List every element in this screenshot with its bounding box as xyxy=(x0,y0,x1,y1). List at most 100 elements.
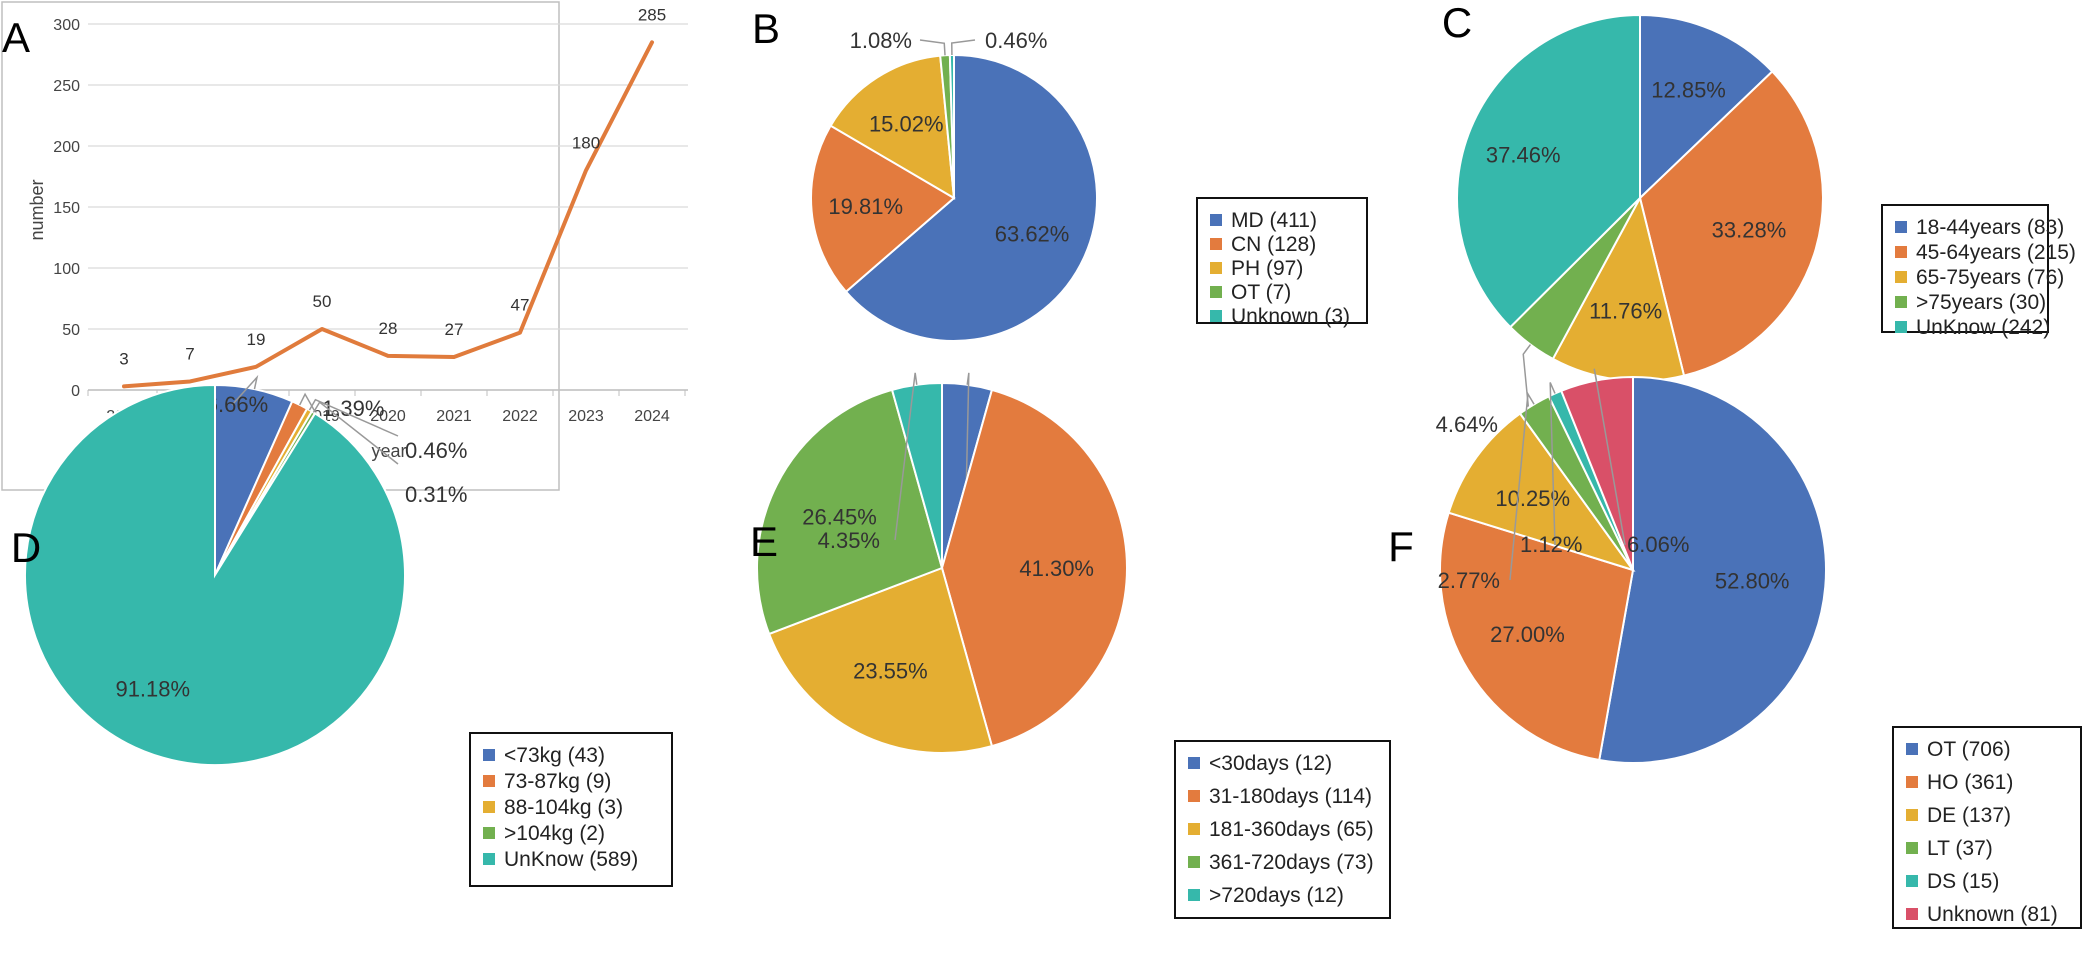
legend-swatch xyxy=(1188,790,1200,802)
legend-entry: PH (97) xyxy=(1231,257,1303,280)
legend-swatch xyxy=(483,827,495,839)
legend-entry: >720days (12) xyxy=(1209,884,1344,907)
x-tick-label: 2024 xyxy=(634,408,670,425)
y-tick-label: 300 xyxy=(53,17,80,34)
legend-b: MD (411)CN (128)PH (97)OT (7)Unknown (3) xyxy=(1196,197,1368,328)
legend-swatch xyxy=(1210,310,1222,322)
legend-entry: OT (706) xyxy=(1927,738,2011,761)
slice-percent-label: 33.28% xyxy=(1712,218,1787,243)
legend-entry: 181-360days (65) xyxy=(1209,818,1374,841)
legend-box xyxy=(1196,197,1368,324)
legend-d: <73kg (43) 73-87kg (9) 88-104kg (3) >104kg … xyxy=(469,732,673,887)
series-line xyxy=(122,40,654,389)
legend-entry: 361-720days (73) xyxy=(1209,851,1374,874)
legend-entry: 18-44years (83) xyxy=(1916,216,2064,239)
legend-entry: DS (15) xyxy=(1927,870,1999,893)
leader-line xyxy=(919,39,946,56)
data-label: 27 xyxy=(445,320,464,339)
x-tick-label: 2023 xyxy=(568,408,604,425)
y-tick-label: 0 xyxy=(71,383,80,400)
legend-entry: 88-104kg (3) xyxy=(504,796,623,819)
x-axis-title: year xyxy=(371,441,406,461)
y-tick-label: 150 xyxy=(53,200,80,217)
legend-swatch xyxy=(1906,875,1918,887)
pie-slice xyxy=(1639,13,1774,201)
pie-slice xyxy=(810,124,956,294)
data-label: 47 xyxy=(511,296,530,315)
y-tick-label: 200 xyxy=(53,139,80,156)
legend-swatch xyxy=(1895,221,1907,233)
slice-percent-label: 11.76% xyxy=(1589,299,1662,324)
slice-percent-label: 19.81% xyxy=(828,194,903,219)
pie-slice xyxy=(1456,13,1641,329)
y-axis-title: number xyxy=(27,179,47,240)
y-tick-label: 50 xyxy=(62,322,80,339)
legend-entry: <73kg (43) xyxy=(504,744,605,767)
leader-line xyxy=(1593,368,1626,546)
pie-slice xyxy=(24,383,406,766)
pie-slice xyxy=(767,566,994,754)
slice-percent-label: 6.66% xyxy=(206,392,268,417)
leader-line xyxy=(951,39,976,56)
legend-entry: HO (361) xyxy=(1927,771,2013,794)
slice-percent-label: 26.45% xyxy=(802,504,877,529)
slice-percent-label: 4.35% xyxy=(818,528,880,553)
data-label: 50 xyxy=(313,292,332,311)
x-tick-label: 2021 xyxy=(436,408,472,425)
legend-entry: LT (37) xyxy=(1927,837,1993,860)
panel-letter: C xyxy=(1442,0,1472,46)
slice-percent-label: 2.77% xyxy=(1438,568,1500,593)
legend-swatch xyxy=(1895,296,1907,308)
legend-swatch xyxy=(1906,776,1918,788)
legend-box xyxy=(1881,204,2049,333)
leader-line xyxy=(894,372,918,541)
legend-entry: Unknown (81) xyxy=(1927,903,2058,926)
legend-swatch xyxy=(1188,889,1200,901)
legend-swatch xyxy=(1188,856,1200,868)
legend-swatch xyxy=(1210,238,1222,250)
panel-letter: D xyxy=(11,524,41,571)
legend-entry: 31-180days (114) xyxy=(1209,785,1372,808)
pie-slice xyxy=(940,388,1128,748)
legend-swatch xyxy=(1895,271,1907,283)
legend-swatch xyxy=(483,801,495,813)
slice-percent-label: 41.30% xyxy=(1019,556,1094,581)
legend-swatch xyxy=(1895,321,1907,333)
slice-percent-label: 1.12% xyxy=(1520,532,1582,557)
data-label: 285 xyxy=(638,5,666,24)
legend-entry: UnKnow (589) xyxy=(504,848,638,871)
slice-percent-label: 4.64% xyxy=(1436,412,1498,437)
leader-line xyxy=(299,392,319,418)
legend-swatch xyxy=(1906,809,1918,821)
legend-swatch xyxy=(1188,823,1200,835)
legend-f: OT (706) HO (361) DE (137) LT (37) DS (15) Un… xyxy=(1892,726,2082,929)
slice-percent-label: 27.00% xyxy=(1490,622,1565,647)
legend-swatch xyxy=(1906,743,1918,755)
legend-entry: 65-75years (76) xyxy=(1916,266,2064,289)
leader-line xyxy=(308,398,399,437)
legend-swatch xyxy=(1210,214,1222,226)
data-label: 7 xyxy=(185,344,194,363)
y-tick-label: 250 xyxy=(53,78,80,95)
pie-slice xyxy=(1638,70,1824,377)
legend-box xyxy=(1892,726,2082,929)
data-label: 19 xyxy=(247,330,266,349)
pie-slice xyxy=(1598,375,1827,764)
pie-slice xyxy=(890,381,943,569)
x-tick-label: 2020 xyxy=(370,408,406,425)
panel-letters: A B C D E F xyxy=(2,0,1472,571)
legend-swatch xyxy=(1210,286,1222,298)
legend-swatch xyxy=(1210,262,1222,274)
legend-entry: CN (128) xyxy=(1231,233,1316,256)
slice-percent-label: 0.31% xyxy=(405,482,467,507)
leader-line xyxy=(312,401,399,465)
slice-percent-label: 0.46% xyxy=(985,28,1047,53)
panel-letter: B xyxy=(752,5,780,52)
slice-percent-label: 15.02% xyxy=(869,111,944,136)
slice-percent-label: 52.80% xyxy=(1715,569,1790,594)
slice-percent-label: 0.46% xyxy=(405,438,467,463)
legend-swatch xyxy=(483,775,495,787)
legend-swatch xyxy=(1906,908,1918,920)
legend-e: <30days (12) 31-180days (114) 181-360days … xyxy=(1174,740,1391,919)
